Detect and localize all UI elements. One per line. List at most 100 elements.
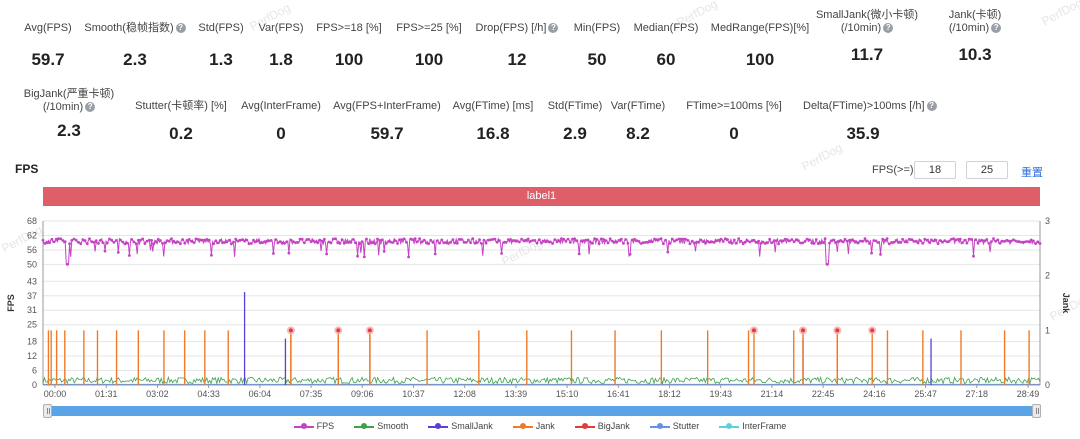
- fps-point: [121, 240, 125, 244]
- fps-point: [750, 239, 754, 243]
- scrollbar-left-handle[interactable]: [43, 404, 52, 418]
- x-tick-label: 07:35: [300, 389, 323, 399]
- stat-value: 8.2: [626, 124, 650, 143]
- fps-point: [810, 241, 814, 245]
- fps-point: [440, 238, 444, 242]
- fps-point: [599, 237, 603, 241]
- fps-point: [890, 241, 893, 244]
- fps-point: [127, 254, 131, 257]
- fps-point: [147, 238, 151, 242]
- fps-point: [535, 241, 539, 245]
- fps-point: [431, 241, 435, 244]
- fps-point: [684, 237, 687, 241]
- fps-point: [817, 242, 820, 246]
- fps-point: [334, 237, 337, 241]
- fps-point: [167, 239, 171, 243]
- fps-point: [345, 241, 348, 244]
- fps-point: [451, 238, 455, 242]
- fps-point: [976, 241, 980, 245]
- help-icon[interactable]: ?: [991, 23, 1002, 34]
- legend-item-smalljank[interactable]: SmallJank: [428, 421, 493, 431]
- fps-point: [486, 238, 490, 242]
- fps-point: [573, 237, 577, 241]
- y-axis-title: FPS: [6, 294, 16, 312]
- label-bar[interactable]: label1: [43, 187, 1040, 206]
- fps-point: [992, 237, 995, 241]
- fps-point: [338, 242, 342, 245]
- fps-point: [509, 238, 512, 241]
- help-icon[interactable]: ?: [548, 23, 559, 34]
- fps-point: [145, 239, 149, 243]
- help-icon[interactable]: ?: [85, 102, 96, 113]
- fps-point: [746, 239, 749, 242]
- smooth-series-line: [42, 375, 1041, 386]
- fps-point: [779, 239, 783, 242]
- y-tick-label: 18: [27, 337, 37, 347]
- help-icon[interactable]: ?: [926, 101, 937, 112]
- fps-point: [710, 240, 714, 244]
- fps-point: [90, 240, 94, 244]
- legend-item-stutter[interactable]: Stutter: [649, 421, 699, 431]
- fps-point: [932, 239, 936, 243]
- fps-point: [484, 241, 488, 245]
- stat-label-unit: (/10min): [840, 22, 882, 34]
- fps-point: [212, 242, 216, 246]
- legend-swatch: [512, 422, 533, 429]
- fps-point: [241, 238, 244, 241]
- fps-point: [712, 241, 716, 244]
- fps-point: [462, 240, 466, 244]
- fps-point: [832, 238, 836, 242]
- legend-item-fps[interactable]: FPS: [293, 421, 334, 431]
- fps-point: [495, 240, 499, 244]
- legend-item-jank[interactable]: Jank: [512, 421, 555, 431]
- fps-point: [885, 237, 889, 240]
- fps-threshold-input-2[interactable]: [966, 161, 1008, 179]
- legend-item-bigjank[interactable]: BigJank: [574, 421, 630, 431]
- stat-label: Var(FTime): [610, 100, 666, 112]
- help-icon[interactable]: ?: [883, 23, 894, 34]
- watermark: PerfDog: [799, 140, 845, 174]
- help-icon[interactable]: ?: [175, 23, 186, 34]
- fps-point: [927, 240, 931, 244]
- time-scrollbar[interactable]: [43, 404, 1041, 418]
- fps-point: [265, 239, 269, 243]
- fps-point: [786, 238, 789, 241]
- fps-point: [916, 241, 920, 245]
- scrollbar-track[interactable]: [43, 406, 1041, 416]
- legend-item-interframe[interactable]: InterFrame: [719, 421, 786, 431]
- fps-point: [739, 239, 743, 243]
- fps-point: [190, 239, 193, 243]
- stat-value: 60: [656, 50, 676, 69]
- fps-point: [54, 237, 58, 241]
- reset-button[interactable]: 重置: [1021, 167, 1043, 179]
- fps-point: [985, 238, 989, 241]
- fps-point: [830, 239, 834, 243]
- fps-point: [613, 240, 616, 244]
- legend-item-smooth[interactable]: Smooth: [354, 421, 408, 431]
- fps-point: [996, 238, 1000, 242]
- fps-point: [1027, 240, 1031, 244]
- fps-point: [380, 238, 384, 242]
- fps-point: [923, 237, 927, 241]
- fps-point: [254, 240, 258, 244]
- fps-threshold-input-1[interactable]: [914, 161, 956, 179]
- fps-point: [814, 238, 818, 241]
- fps-point: [568, 241, 572, 244]
- fps-point: [803, 239, 807, 243]
- bigjank-marker: [835, 328, 840, 333]
- fps-point: [630, 238, 634, 242]
- fps-point: [582, 239, 585, 242]
- fps-point: [593, 237, 597, 241]
- scrollbar-right-handle[interactable]: [1032, 404, 1041, 418]
- fps-point: [883, 238, 887, 242]
- stat-value: 10.3: [958, 45, 992, 64]
- fps-point: [681, 237, 685, 241]
- fps-point: [1034, 242, 1037, 245]
- fps-point: [540, 241, 543, 245]
- fps-point: [783, 237, 787, 241]
- fps-point: [504, 241, 508, 244]
- fps-point: [670, 237, 674, 241]
- fps-point: [309, 240, 313, 244]
- stat-median-fps: Median(FPS) 60: [606, 22, 726, 70]
